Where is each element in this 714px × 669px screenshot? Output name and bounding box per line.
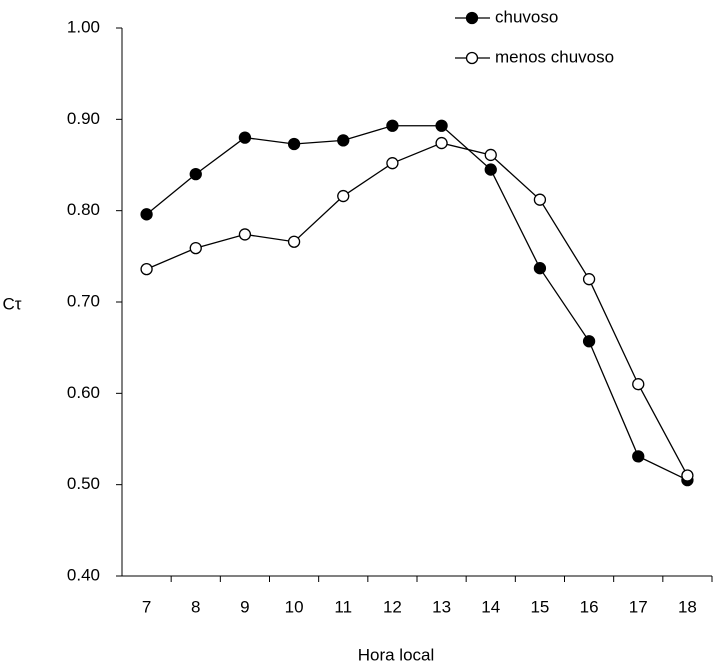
data-point bbox=[632, 450, 645, 463]
data-point bbox=[337, 134, 350, 147]
y-tick-label: 0.90 bbox=[67, 109, 100, 128]
data-point bbox=[140, 208, 153, 221]
y-tick-label: 0.40 bbox=[67, 565, 100, 584]
legend-label: menos chuvoso bbox=[495, 47, 614, 66]
data-point bbox=[533, 193, 547, 206]
x-tick-label: 11 bbox=[334, 597, 352, 616]
y-tick-label: 0.70 bbox=[67, 291, 100, 310]
legend-label: chuvoso bbox=[495, 7, 558, 26]
data-point bbox=[189, 167, 202, 181]
y-axis-label: Cτ bbox=[3, 294, 22, 313]
data-point bbox=[582, 273, 596, 286]
data-point bbox=[435, 136, 448, 150]
x-tick-label: 14 bbox=[481, 597, 500, 616]
x-tick-label: 9 bbox=[240, 597, 249, 616]
data-point bbox=[632, 378, 645, 391]
data-point bbox=[386, 157, 399, 170]
data-point bbox=[484, 163, 497, 176]
y-tick-label: 0.50 bbox=[67, 474, 100, 493]
x-tick-label: 18 bbox=[678, 597, 697, 616]
y-tick-label: 1.00 bbox=[67, 17, 100, 36]
data-point bbox=[287, 235, 301, 248]
legend-marker bbox=[465, 11, 479, 25]
data-point bbox=[435, 119, 448, 132]
data-point bbox=[189, 241, 202, 255]
y-tick-label: 0.80 bbox=[67, 200, 100, 219]
x-tick-label: 12 bbox=[383, 597, 402, 616]
y-tick-label: 0.60 bbox=[67, 383, 100, 402]
data-point bbox=[386, 119, 399, 132]
data-point bbox=[238, 228, 252, 241]
x-tick-label: 7 bbox=[142, 597, 151, 616]
data-point bbox=[484, 148, 497, 162]
data-point bbox=[533, 262, 547, 275]
data-point bbox=[582, 335, 596, 348]
series-line bbox=[146, 125, 688, 481]
x-tick-label: 13 bbox=[432, 597, 451, 616]
x-tick-label: 8 bbox=[191, 597, 200, 616]
data-point bbox=[287, 137, 301, 151]
data-point bbox=[681, 469, 694, 482]
x-tick-label: 15 bbox=[530, 597, 549, 616]
series-line bbox=[146, 142, 688, 476]
data-point bbox=[140, 262, 153, 276]
data-point bbox=[337, 189, 350, 203]
x-tick-label: 10 bbox=[285, 597, 304, 616]
data-point bbox=[238, 131, 252, 144]
x-axis-label: Hora local bbox=[358, 645, 435, 664]
x-tick-label: 16 bbox=[580, 597, 599, 616]
x-tick-label: 17 bbox=[629, 597, 648, 616]
legend-marker bbox=[465, 51, 479, 65]
